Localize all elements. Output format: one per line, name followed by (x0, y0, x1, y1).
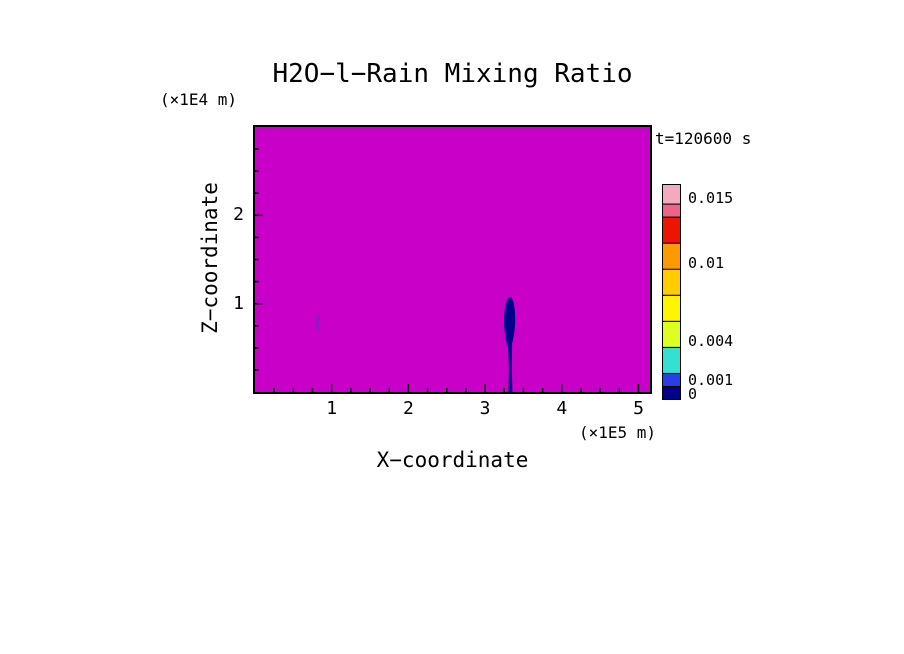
rain-plume (504, 297, 516, 392)
colorbar-segment (662, 216, 681, 244)
z-axis-unit-label: (×1E4 m) (160, 90, 238, 109)
colorbar-segment (662, 203, 681, 218)
colorbar-tick-label: 0.01 (688, 254, 725, 273)
plot-area (253, 125, 652, 394)
x-tick-label: 2 (402, 398, 414, 419)
time-label: t=120600 s (655, 129, 752, 148)
colorbar-segment (662, 346, 681, 374)
x-axis-unit-label: (×1E5 m) (578, 423, 656, 442)
x-tick-label: 4 (556, 398, 568, 419)
faint-streak (316, 315, 320, 331)
colorbar-segment (662, 184, 681, 205)
colorbar-tick-label: 0.015 (688, 189, 734, 208)
x-tick-label: 1 (326, 398, 338, 419)
colorbar-segment (662, 268, 681, 296)
z-tick-label: 1 (233, 292, 244, 314)
colorbar-segment (662, 372, 681, 387)
colorbar-segment (662, 294, 681, 322)
colorbar-segment (662, 242, 681, 270)
colorbar-segment (662, 385, 681, 401)
colorbar-tick-label: 0.004 (688, 332, 734, 351)
colorbar-tick-label: 0.001 (688, 371, 734, 390)
x-tick-label: 5 (633, 398, 644, 419)
x-axis-title: X−coordinate (376, 448, 529, 472)
colorbar (662, 184, 681, 401)
chart-title: H2O−l−Rain Mixing Ratio (272, 59, 633, 89)
colorbar-segment (662, 320, 681, 348)
x-tick-label: 3 (479, 398, 491, 419)
colorbar-tick-label: 0 (688, 384, 698, 403)
field-svg (255, 148, 640, 392)
z-tick-label: 2 (233, 204, 244, 226)
